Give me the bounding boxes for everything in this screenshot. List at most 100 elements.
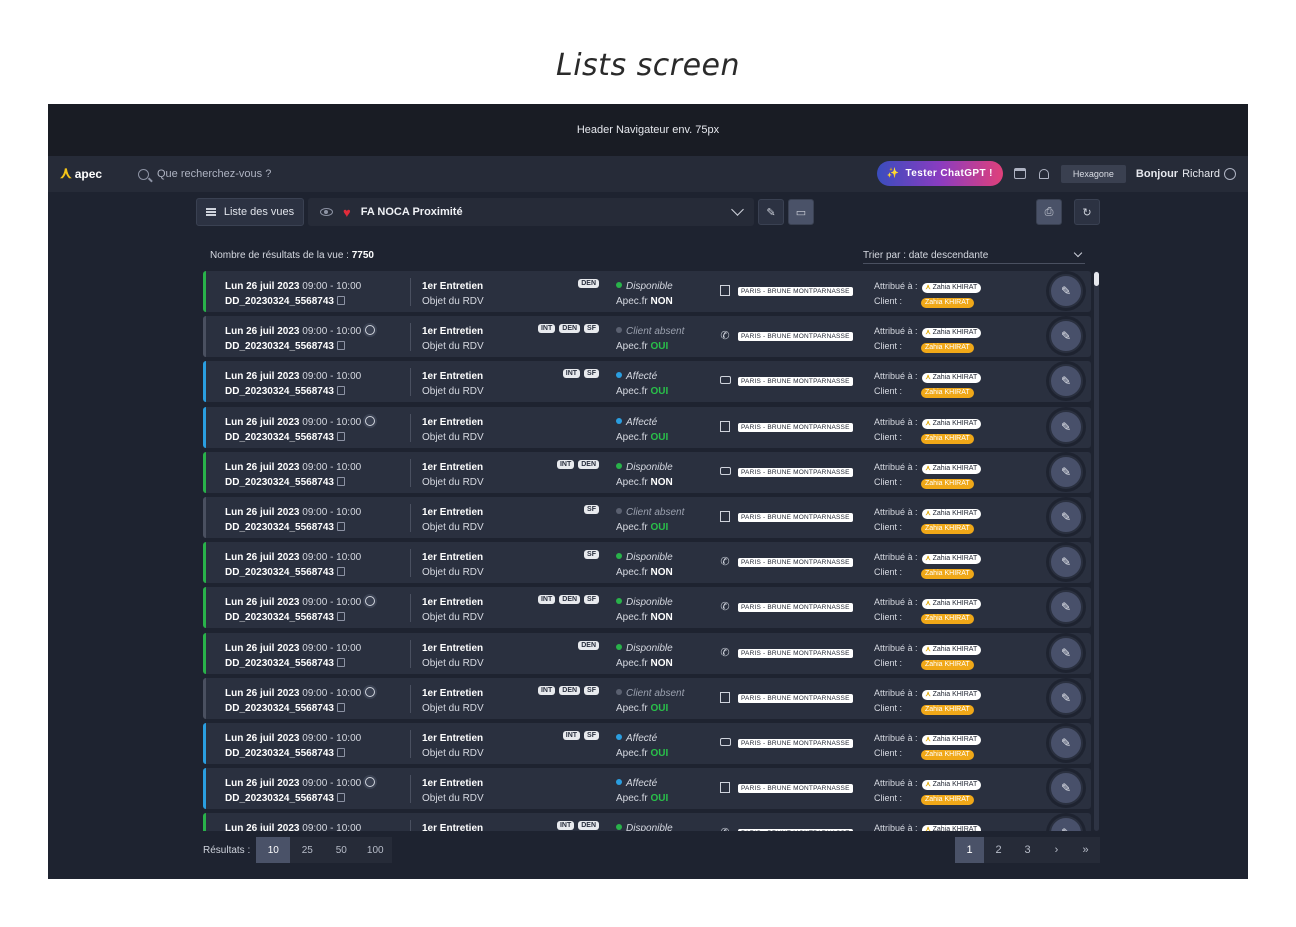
assignee-pill[interactable]: ⋏ Zahia KHIRAT: [921, 508, 982, 519]
list-item[interactable]: Lun 26 juil 2023 09:00 - 10:00DD_2023032…: [203, 813, 1091, 831]
copy-icon[interactable]: [337, 386, 345, 396]
edit-button[interactable]: ✎: [1049, 454, 1083, 489]
assignee-pill[interactable]: ⋏ Zahia KHIRAT: [921, 734, 982, 745]
edit-button[interactable]: ✎: [1049, 816, 1083, 831]
date-line: Lun 26 juil 2023 09:00 - 10:00: [225, 641, 361, 656]
copy-icon[interactable]: [337, 657, 345, 667]
user-menu[interactable]: Bonjour Richard: [1136, 167, 1236, 180]
views-list-button[interactable]: Liste des vues: [196, 198, 304, 226]
edit-button[interactable]: ✎: [1049, 680, 1083, 715]
copy-icon[interactable]: [337, 341, 345, 351]
apec-value: OUI: [650, 521, 669, 533]
copy-icon[interactable]: [337, 431, 345, 441]
assignee-pill[interactable]: ⋏ Zahia KHIRAT: [921, 599, 982, 610]
page-size-option[interactable]: 100: [358, 837, 393, 863]
assignee-pill[interactable]: ⋏ Zahia KHIRAT: [921, 644, 982, 655]
copy-icon[interactable]: [337, 296, 345, 305]
next-page-icon[interactable]: ›: [1042, 837, 1071, 863]
assignee-pill[interactable]: ⋏ Zahia KHIRAT: [921, 328, 982, 339]
eye-icon[interactable]: [320, 208, 333, 216]
status-label: Affecté: [626, 732, 658, 744]
edit-button[interactable]: ✎: [1049, 771, 1083, 806]
client-line: Client : Zahia KHIRAT: [874, 791, 981, 806]
edit-button[interactable]: ✎: [1049, 499, 1083, 534]
view-selector[interactable]: ♥ FA NOCA Proximité: [308, 198, 754, 226]
client-pill[interactable]: Zahia KHIRAT: [921, 343, 974, 354]
page-button[interactable]: 2: [984, 837, 1013, 863]
client-pill[interactable]: Zahia KHIRAT: [921, 388, 974, 399]
calendar-view-button[interactable]: ▭: [788, 199, 814, 225]
page-size-option[interactable]: 25: [290, 837, 325, 863]
page-size-option[interactable]: 10: [256, 837, 291, 863]
page-button[interactable]: 1: [955, 837, 984, 863]
edit-button[interactable]: ✎: [1049, 409, 1083, 444]
client-pill[interactable]: Zahia KHIRAT: [921, 704, 974, 715]
client-pill[interactable]: Zahia KHIRAT: [921, 569, 974, 580]
edit-button[interactable]: ✎: [1049, 274, 1083, 308]
client-pill[interactable]: Zahia KHIRAT: [921, 795, 974, 806]
edit-button[interactable]: ✎: [1049, 725, 1083, 760]
assignee-pill[interactable]: ⋏ Zahia KHIRAT: [921, 283, 982, 293]
notifications-button[interactable]: [1037, 167, 1051, 181]
copy-icon[interactable]: [337, 567, 345, 577]
tag-badge: SF: [584, 369, 599, 379]
client-pill[interactable]: Zahia KHIRAT: [921, 523, 974, 534]
status-label: Disponible: [626, 552, 673, 564]
chatgpt-button[interactable]: ✨ Tester ChatGPT !: [876, 161, 1003, 186]
client-pill[interactable]: Zahia KHIRAT: [921, 478, 974, 489]
appointment-status: Disponible Apec.fr NON: [616, 279, 673, 309]
sort-dropdown[interactable]: Trier par : date descendante: [863, 248, 1085, 264]
apec-logo[interactable]: ⋏ apec: [60, 166, 138, 182]
page-button[interactable]: 3: [1013, 837, 1042, 863]
calendar-button[interactable]: [1013, 167, 1027, 181]
assignee-pill[interactable]: ⋏ Zahia KHIRAT: [921, 373, 982, 384]
assignee-pill[interactable]: ⋏ Zahia KHIRAT: [921, 780, 982, 791]
search-bar[interactable]: Que recherchez-vous ?: [138, 168, 271, 180]
edit-button[interactable]: ✎: [1049, 635, 1083, 670]
assignee-pill[interactable]: ⋏ Zahia KHIRAT: [921, 825, 982, 831]
copy-icon[interactable]: [337, 521, 345, 531]
client-pill[interactable]: Zahia KHIRAT: [921, 614, 974, 625]
assignee-pill[interactable]: ⋏ Zahia KHIRAT: [921, 418, 982, 429]
assignee-pill[interactable]: ⋏ Zahia KHIRAT: [921, 554, 982, 565]
copy-icon[interactable]: [337, 476, 345, 486]
assignee-pill[interactable]: ⋏ Zahia KHIRAT: [921, 689, 982, 700]
copy-icon[interactable]: [337, 747, 345, 757]
list-scrollbar[interactable]: [1094, 271, 1099, 831]
copy-icon[interactable]: [337, 793, 345, 803]
client-pill[interactable]: Zahia KHIRAT: [921, 659, 974, 670]
edit-button[interactable]: ✎: [1049, 319, 1083, 354]
edit-button[interactable]: ✎: [1049, 364, 1083, 399]
refresh-button[interactable]: ↻: [1074, 199, 1100, 225]
client-pill[interactable]: Zahia KHIRAT: [921, 749, 974, 760]
print-button[interactable]: ⎙: [1036, 199, 1062, 225]
hexagone-button[interactable]: Hexagone: [1060, 164, 1126, 183]
appointment-date: Lun 26 juil 2023: [225, 371, 300, 383]
search-input[interactable]: Que recherchez-vous ?: [157, 168, 272, 180]
edit-button[interactable]: ✎: [1049, 545, 1083, 580]
page-size-option[interactable]: 50: [324, 837, 359, 863]
copy-icon[interactable]: [337, 612, 345, 622]
edit-button[interactable]: ✎: [1049, 590, 1083, 625]
client-pill[interactable]: Zahia KHIRAT: [921, 433, 974, 444]
last-page-icon[interactable]: »: [1071, 837, 1100, 863]
scrollbar-thumb[interactable]: [1094, 272, 1099, 286]
appointment-date: Lun 26 juil 2023: [225, 506, 300, 518]
copy-icon[interactable]: [337, 702, 345, 712]
assignee-pill[interactable]: ⋏ Zahia KHIRAT: [921, 463, 982, 474]
client-pill[interactable]: Zahia KHIRAT: [921, 298, 974, 308]
heart-icon[interactable]: ♥: [343, 204, 351, 220]
edit-view-button[interactable]: ✎: [758, 199, 784, 225]
